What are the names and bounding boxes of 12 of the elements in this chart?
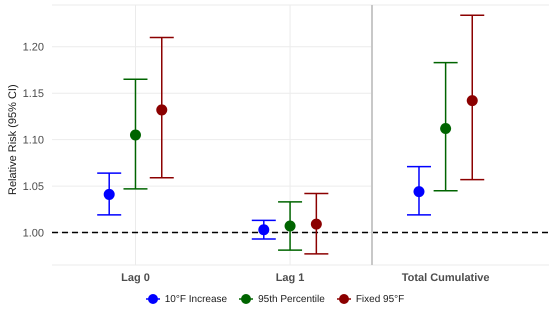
legend-label: 10°F Increase [164, 294, 228, 304]
y-tick-label: 1.00 [22, 227, 44, 240]
y-tick-label: 1.05 [22, 180, 44, 193]
x-tick-label: Lag 0 [121, 272, 150, 284]
legend-label: 95th Percentile [258, 294, 325, 304]
x-tick-label: Lag 1 [276, 272, 304, 284]
y-tick-label: 1.10 [22, 134, 44, 147]
y-tick-label: 1.15 [22, 88, 44, 100]
y-axis-title: Relative Risk (95% CI) [6, 84, 19, 195]
x-tick-label: Total Cumulative [402, 272, 490, 284]
y-tick-label: 1.20 [22, 42, 44, 54]
legend-label: Fixed 95°F [356, 294, 404, 304]
